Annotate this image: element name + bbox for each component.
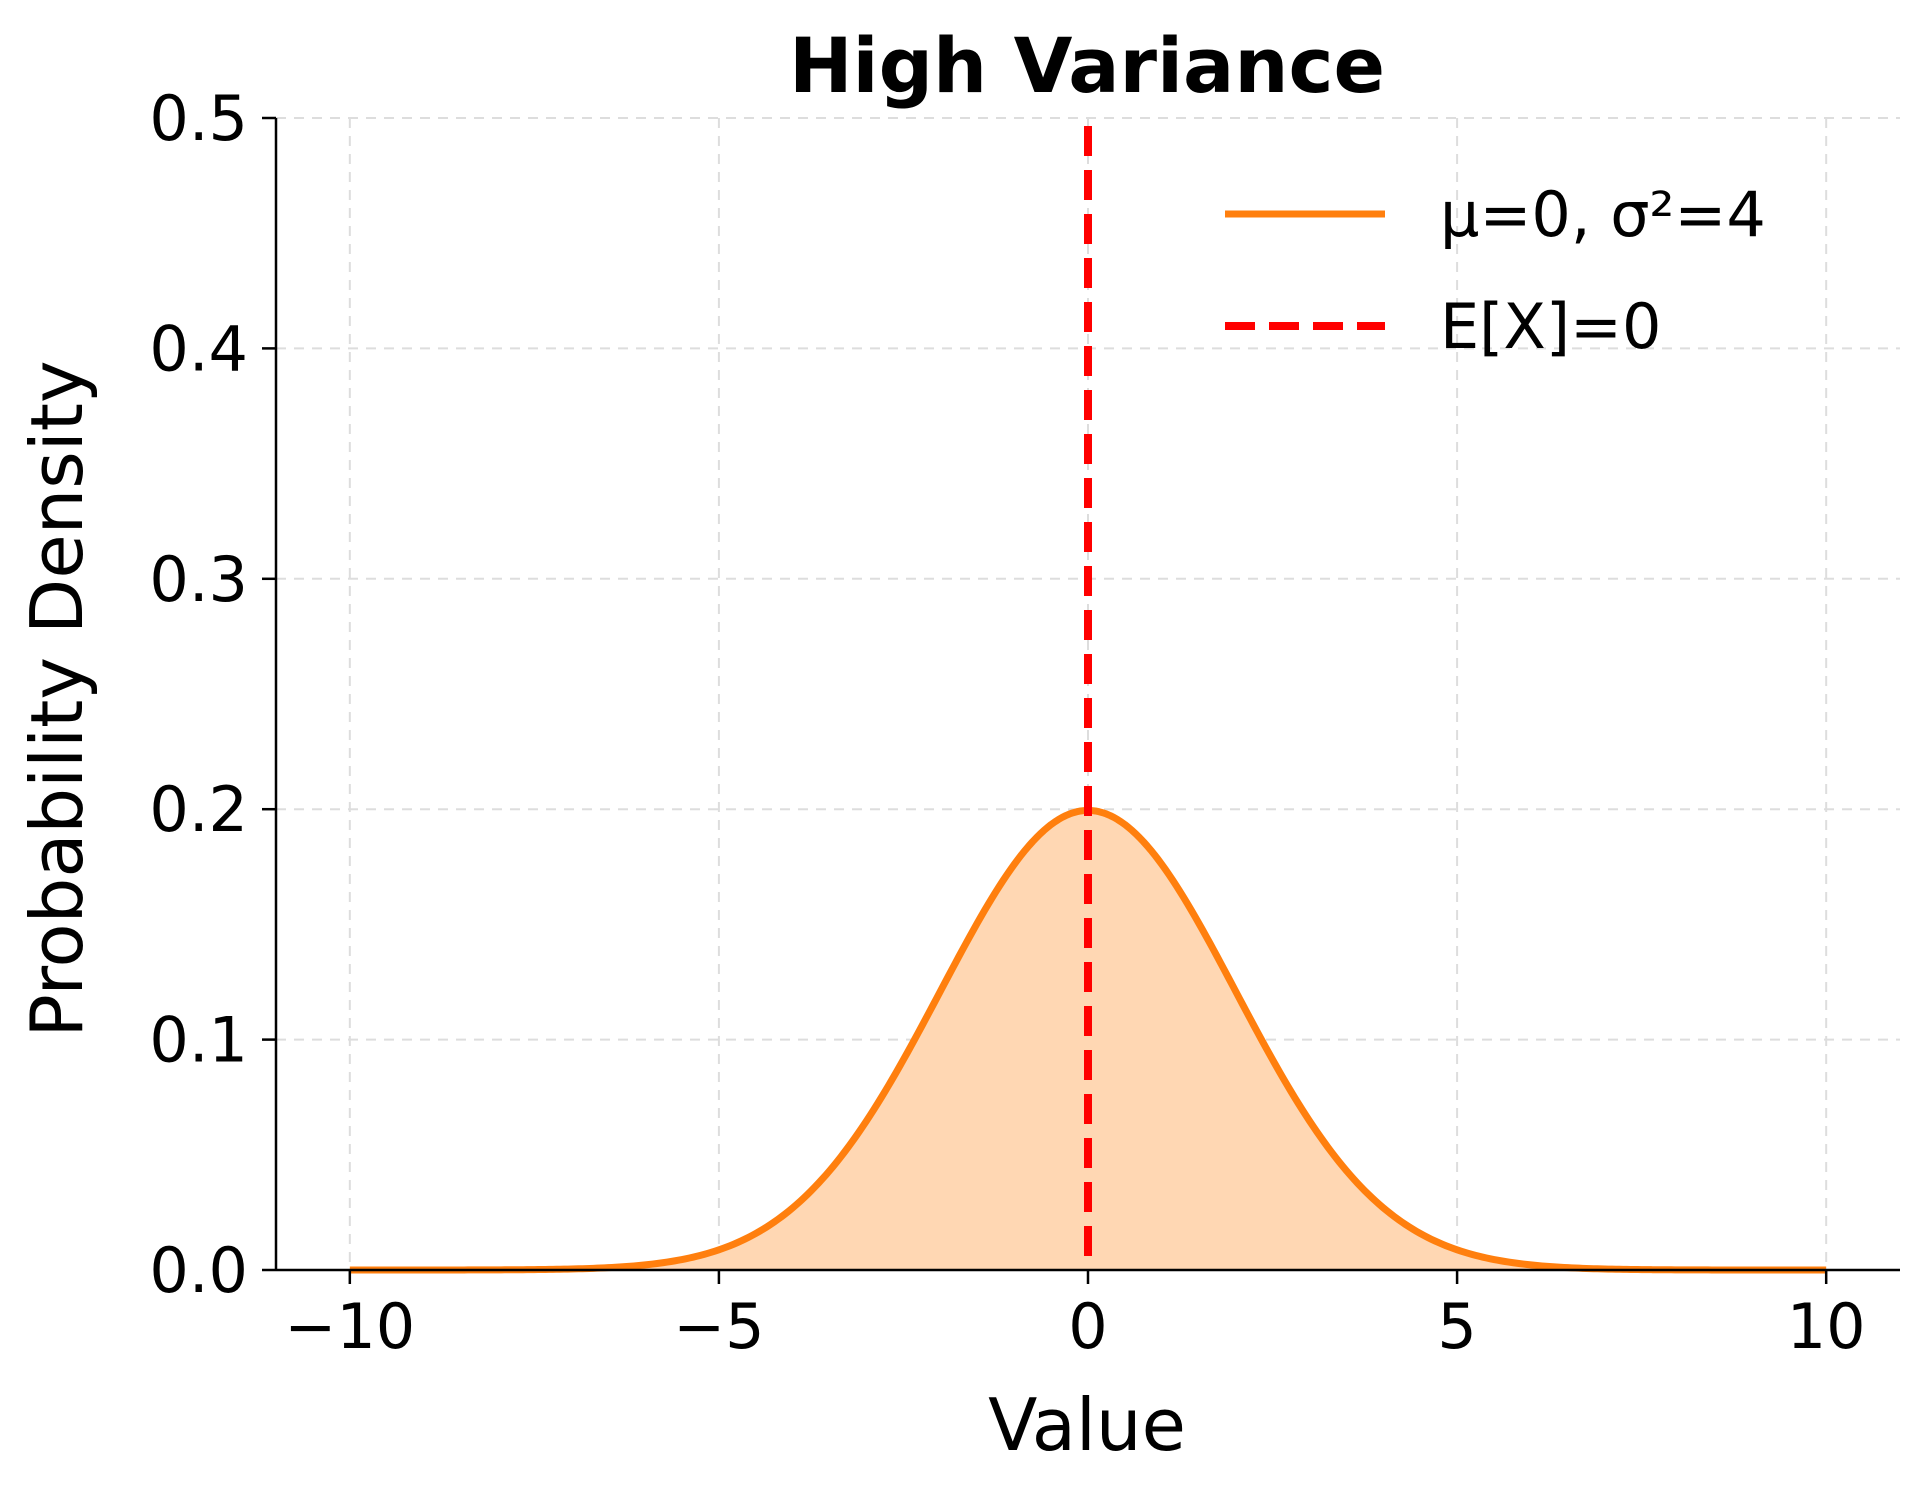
y-tick-label: 0.2 — [149, 773, 248, 846]
series-layer — [349, 126, 1827, 1274]
x-axis-label: Value — [988, 1383, 1186, 1467]
x-tick-label: 10 — [1787, 1290, 1866, 1363]
area-fill-layer — [349, 810, 1827, 1270]
y-tick-label: 0.4 — [149, 312, 248, 385]
y-tick-label: 0.0 — [149, 1234, 248, 1307]
density-area-fill — [349, 810, 1827, 1270]
x-tick-label: −5 — [673, 1290, 764, 1363]
chart-title: High Variance — [789, 21, 1385, 110]
y-axis-label: Probability Density — [15, 360, 99, 1037]
y-tick-label: 0.5 — [149, 82, 248, 155]
legend-label: μ=0, σ²=4 — [1440, 178, 1766, 251]
y-tick-label: 0.1 — [149, 1004, 248, 1077]
y-tick-label: 0.3 — [149, 543, 248, 616]
axes: −10 −5 0 5 10 0.0 0.1 0.2 0.3 0.4 0.5 — [149, 82, 1900, 1363]
x-tick-label: 5 — [1437, 1290, 1476, 1363]
x-tick-label: −10 — [284, 1290, 415, 1363]
legend-label: E[X]=0 — [1440, 290, 1661, 363]
labels: High Variance Value Probability Density — [15, 21, 1385, 1467]
x-tick-label: 0 — [1068, 1290, 1107, 1363]
legend: μ=0, σ²=4 E[X]=0 — [1225, 178, 1766, 363]
